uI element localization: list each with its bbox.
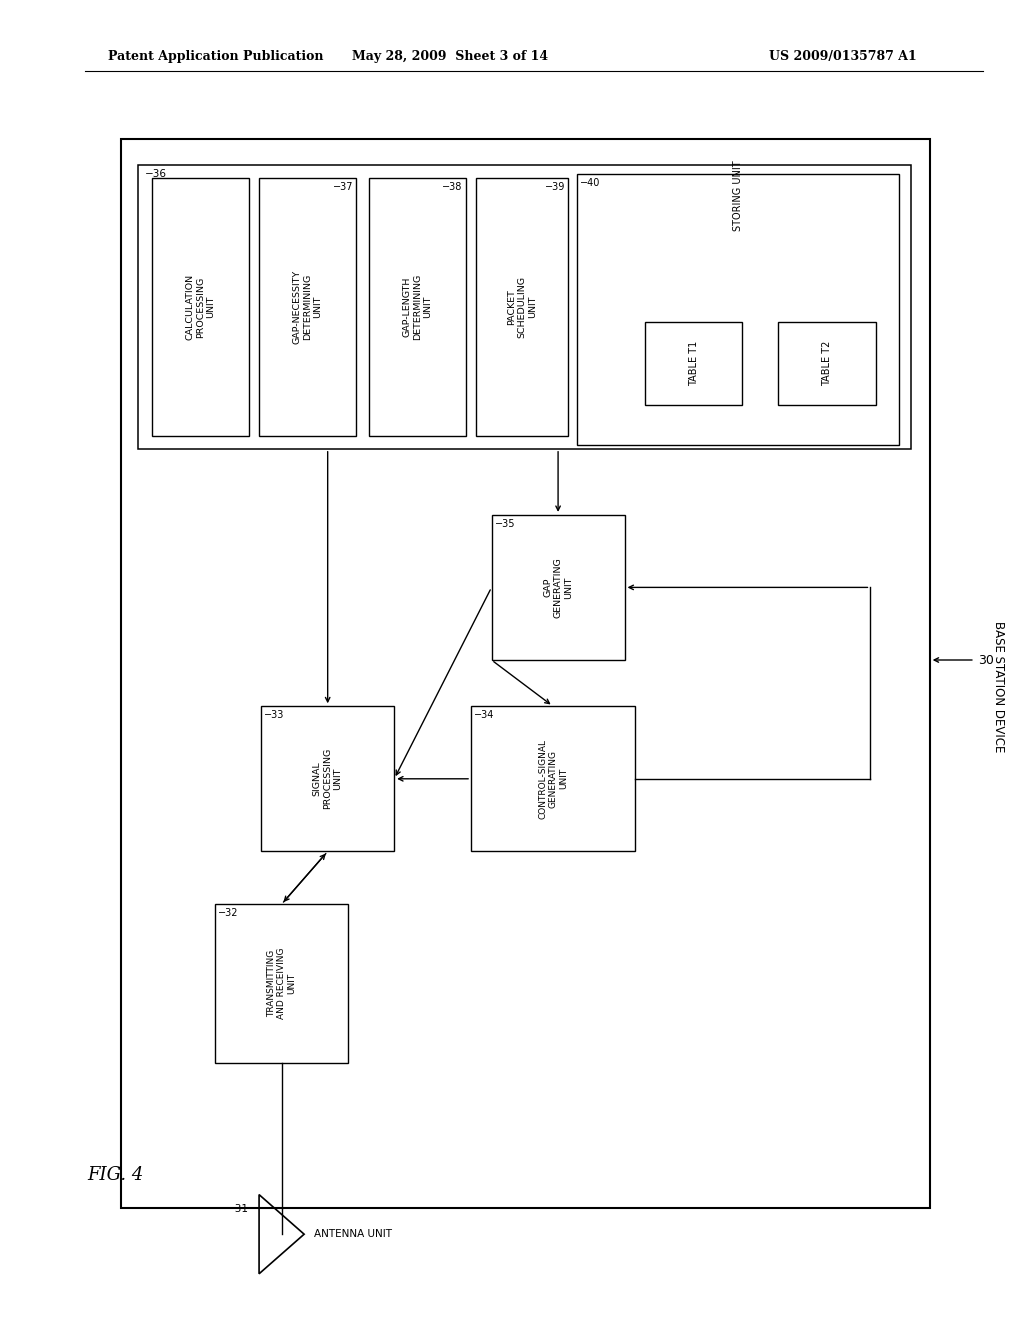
Text: −40: −40 [580, 178, 600, 189]
Text: FIG. 4: FIG. 4 [87, 1166, 143, 1184]
Bar [215, 904, 348, 1063]
Text: STORING UNIT: STORING UNIT [733, 160, 742, 231]
Text: GAP-NECESSITY
DETERMINING
UNIT: GAP-NECESSITY DETERMINING UNIT [293, 269, 323, 345]
Text: −32: −32 [218, 908, 239, 919]
Text: BASE STATION DEVICE: BASE STATION DEVICE [992, 620, 1005, 752]
Bar [261, 706, 394, 851]
Text: −34: −34 [474, 710, 495, 721]
Text: CONTROL-SIGNAL
GENERATING
UNIT: CONTROL-SIGNAL GENERATING UNIT [538, 739, 568, 818]
Text: Patent Application Publication: Patent Application Publication [108, 50, 323, 63]
Text: −37: −37 [333, 182, 353, 193]
Text: GAP
GENERATING
UNIT: GAP GENERATING UNIT [543, 557, 573, 618]
Text: −35: −35 [495, 519, 515, 529]
Text: TABLE T1: TABLE T1 [689, 341, 698, 387]
Text: PACKET
SCHEDULING
UNIT: PACKET SCHEDULING UNIT [507, 276, 538, 338]
Text: May 28, 2009  Sheet 3 of 14: May 28, 2009 Sheet 3 of 14 [352, 50, 549, 63]
Text: 30: 30 [978, 653, 994, 667]
Bar [778, 322, 876, 405]
Bar [476, 178, 568, 436]
Text: −36: −36 [144, 169, 166, 180]
Text: GAP-LENGTH
DETERMINING
UNIT: GAP-LENGTH DETERMINING UNIT [402, 273, 432, 341]
Text: SIGNAL
PROCESSING
UNIT: SIGNAL PROCESSING UNIT [312, 748, 343, 809]
Text: TRANSMITTING
AND RECEIVING
UNIT: TRANSMITTING AND RECEIVING UNIT [266, 948, 297, 1019]
Bar [645, 322, 742, 405]
Text: CALCULATION
PROCESSING
UNIT: CALCULATION PROCESSING UNIT [185, 273, 215, 341]
Bar [577, 174, 899, 445]
Bar [492, 515, 625, 660]
Bar [369, 178, 466, 436]
Text: −31: −31 [227, 1204, 249, 1214]
Bar [259, 178, 356, 436]
Text: −33: −33 [264, 710, 285, 721]
Text: −38: −38 [442, 182, 463, 193]
Bar [152, 178, 249, 436]
Bar [138, 165, 911, 449]
Text: ANTENNA UNIT: ANTENNA UNIT [314, 1229, 392, 1239]
Text: US 2009/0135787 A1: US 2009/0135787 A1 [769, 50, 916, 63]
Text: TABLE T2: TABLE T2 [822, 341, 831, 387]
Bar [471, 706, 635, 851]
Bar [121, 139, 930, 1208]
Text: −39: −39 [545, 182, 565, 193]
